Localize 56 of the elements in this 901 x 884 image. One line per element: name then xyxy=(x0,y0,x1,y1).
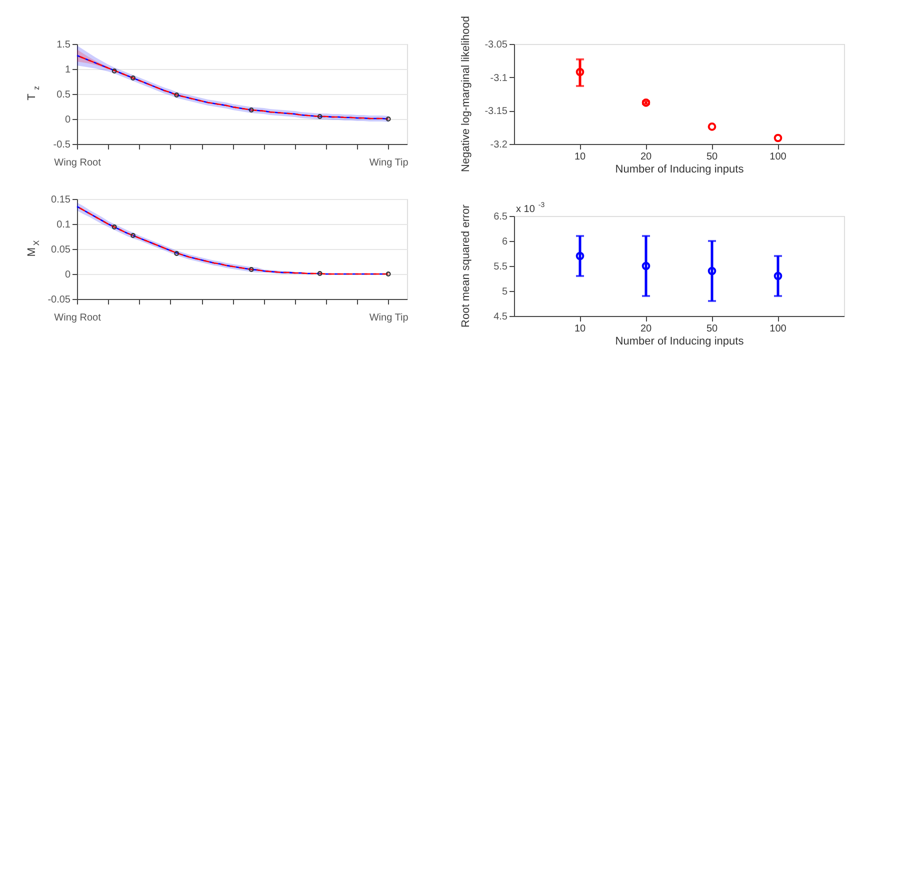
point xyxy=(174,251,180,256)
x-tick-label: 100 xyxy=(770,324,787,334)
y-tick-label: 1.5 xyxy=(56,40,71,50)
y-tick-label: 0.5 xyxy=(56,90,71,100)
y-tick-label: 6 xyxy=(502,236,508,248)
x-tick-label: 20 xyxy=(640,152,652,162)
point xyxy=(248,108,254,112)
point xyxy=(708,122,716,131)
y-axis-title: Tz xyxy=(26,86,41,100)
point xyxy=(130,76,136,80)
point xyxy=(112,224,117,230)
x-tick-label: 50 xyxy=(706,152,718,162)
y-tick-label: -3.1 xyxy=(490,72,508,84)
point xyxy=(774,134,782,142)
point xyxy=(642,262,650,270)
y-tick-label: 0.05 xyxy=(51,244,71,256)
y-tick-label: 1 xyxy=(64,64,71,76)
y-axis-title: Root mean squared error xyxy=(460,204,472,328)
point xyxy=(774,272,782,280)
point xyxy=(386,116,391,122)
y-tick-label: 5 xyxy=(502,286,508,298)
x-tick-label: 20 xyxy=(640,324,652,334)
y-tick-label: 5.5 xyxy=(494,262,508,272)
y-tick-label: -3.15 xyxy=(484,106,508,118)
point xyxy=(248,267,254,272)
x-tick-label: Wing Tip xyxy=(369,158,409,168)
y-tick-label: -0.05 xyxy=(48,294,71,306)
x-tick-label: Wing Tip xyxy=(369,312,409,324)
point xyxy=(576,252,584,260)
point xyxy=(386,272,391,276)
y-tick-label: 0 xyxy=(64,270,71,280)
point xyxy=(317,271,322,276)
point xyxy=(708,266,716,276)
y-tick-label: 0 xyxy=(64,114,71,126)
y-axis-title: Negative log-marginal likelihood xyxy=(460,16,472,172)
y-tick-label: -0.5 xyxy=(53,140,71,150)
y-tick-label: -3.05 xyxy=(484,40,508,50)
x-tick-label: 10 xyxy=(574,324,586,334)
x-tick-label: 100 xyxy=(770,152,787,162)
y-tick-label: 6.5 xyxy=(494,212,508,222)
x-tick-label: Wing Root xyxy=(54,312,102,324)
point xyxy=(317,114,322,119)
x-tick-label: Wing Root xyxy=(54,158,102,168)
x-tick-label: 50 xyxy=(706,324,718,334)
point xyxy=(130,233,136,238)
y-tick-label: -3.2 xyxy=(490,140,508,150)
y-tick-label: 4.5 xyxy=(494,312,508,322)
x-tick-label: 10 xyxy=(574,152,586,162)
y-tick-label: 0.15 xyxy=(51,194,71,206)
point xyxy=(576,68,584,76)
y-axis-title: MX xyxy=(26,240,41,257)
y-tick-label: 0.1 xyxy=(56,220,71,230)
point xyxy=(174,92,180,98)
x-axis-title: Number of Inducing inputs xyxy=(615,164,744,176)
point xyxy=(112,68,117,74)
x-axis-title: Number of Inducing inputs xyxy=(615,336,744,348)
